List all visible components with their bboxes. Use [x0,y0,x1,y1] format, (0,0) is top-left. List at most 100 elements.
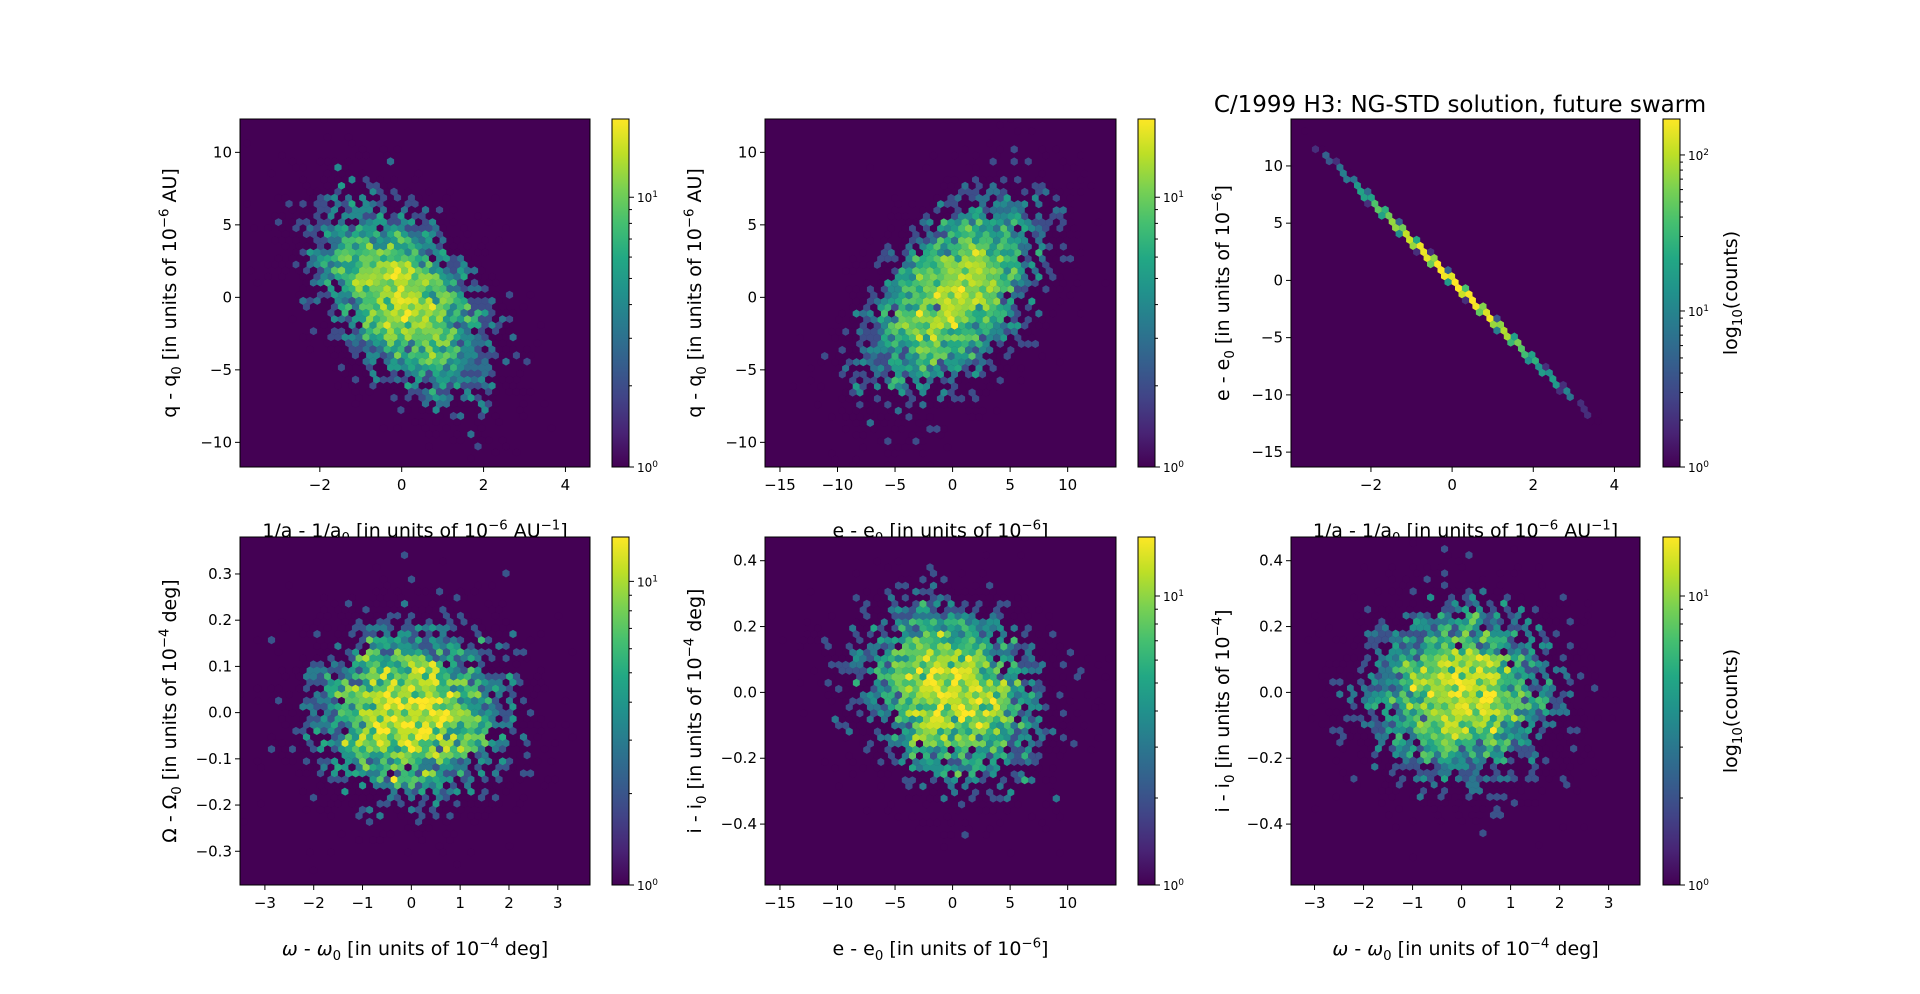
hexbin-cell [463,720,472,729]
hexbin-cell [1475,296,1483,305]
hexbin-cell [943,715,952,724]
hexbin-cell [446,187,454,196]
hexbin-cell [905,697,913,706]
hexbin-cell [1451,684,1459,693]
hexbin-cell [1038,279,1046,288]
hexbin-cell [446,296,454,305]
hexbin-cell [484,363,493,372]
hexbin-cell [1371,690,1379,699]
hexbin-cell [1563,684,1571,693]
hexbin-cell [439,333,447,342]
hexbin-cell [425,296,433,305]
hexbin-cell [915,333,923,342]
hexbin-cell [498,757,507,766]
hexbin-cell [905,412,913,421]
hexbin-cell [369,714,377,723]
hexbin-cell [936,309,945,318]
hexbin-cell [369,224,377,233]
hexbin-cell [306,199,314,208]
hexbin-cell [1003,181,1011,190]
hexbin-cell [1434,678,1442,687]
hexbin-cell [1056,751,1064,760]
hexbin-cell [989,806,997,815]
hexbin-cell [484,635,493,645]
hexbin-cell [355,308,363,318]
hexbin-cell [986,139,994,148]
hexbin-cell [810,630,818,639]
hexbin-cell [1448,665,1456,675]
hexbin-cell [1538,581,1546,590]
hexbin-cell [1000,175,1008,184]
hexbin-cell [1465,696,1473,705]
hexbin-cell [432,345,440,354]
hexbin-cell [1535,708,1543,717]
hexbin-cell [526,290,535,299]
hexbin-cell [341,666,349,675]
hexbin-cell [954,806,962,815]
hexbin-cell [1010,733,1018,742]
hexbin-cell [1343,774,1351,783]
hexbin-cell [348,690,356,699]
hexbin-cell [1357,726,1365,735]
hexbin-cell [1056,690,1064,700]
hexbin-cell [397,284,405,293]
hexbin-cell [449,278,458,287]
hexbin-cell [961,145,969,154]
hexbin-cell [274,254,283,263]
hexbin-cell [951,642,959,651]
hexbin-cell [446,654,454,663]
hexbin-cell [313,211,321,221]
hexbin-cell [1024,672,1032,681]
hexbin-cell [993,605,1001,615]
hexbin-cell [880,345,888,355]
hexbin-cell [929,236,938,245]
hexbin-cell [453,654,461,663]
hexbin-cell [421,363,430,372]
hexbin-cell [894,703,902,712]
hexbin-cell [859,618,867,627]
hexbin-cell [1458,684,1466,693]
hexbin-cell [362,260,370,269]
hexbin-cell [316,684,325,693]
hexbin-cell [323,193,332,202]
hexbin-cell [337,623,346,633]
hexbin-cell [1458,623,1466,632]
hexbin-cell [1434,726,1442,735]
hexbin-cell [313,296,321,305]
hexbin-cell [954,352,962,361]
hexbin-cell [1077,666,1085,675]
hexbin-cell [1021,297,1029,306]
hexbin-cell [425,714,433,723]
hexbin-cell [330,732,339,742]
hexbin-cell [863,376,871,385]
hexbin-cell [922,763,930,773]
hexbin-cell [870,660,878,669]
hexbin-cell [965,345,973,355]
hexbin-cell [453,272,461,281]
hexbin-cell [323,623,332,633]
hexbin-cell [1059,672,1067,681]
hexbin-cell [323,611,332,620]
hexbin-cell [533,757,542,766]
hexbin-cell [1003,242,1011,251]
hexbin-cell [852,406,860,415]
hexbin-cell [968,794,976,803]
hexbin-cell [428,599,437,608]
hexbin-cell [442,399,451,408]
colorbar-gradient [1137,536,1156,886]
hexbin-cell [425,187,433,196]
hexbin-cell [365,684,374,693]
hexbin-cell [951,309,959,318]
hexbin-cell [400,339,409,348]
hexbin-cell [884,242,892,251]
hexbin-cell [1364,641,1372,650]
hexbin-cell [1014,642,1022,651]
hexbin-cell [383,187,391,196]
hexbin-cell [1066,697,1074,706]
hexbin-cell [1517,641,1525,650]
hexbin-cell [439,260,447,269]
hexbin-cell [1350,690,1358,699]
hexbin-cell [456,648,465,657]
hexbin-cell [845,715,853,724]
